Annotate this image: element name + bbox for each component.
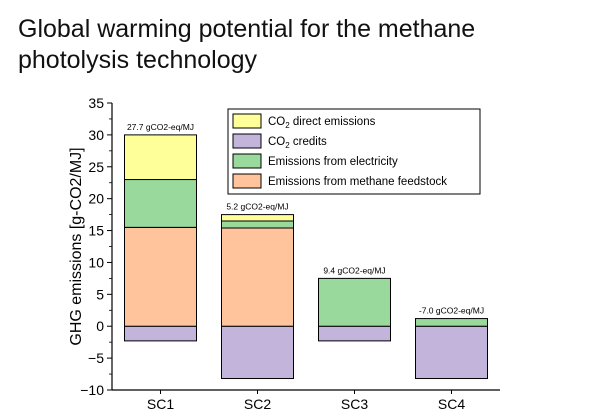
legend-label-1: CO2 credits [268,136,327,150]
legend-swatch-3 [232,173,262,189]
total-annotation-sc1: 27.7 gCO2-eq/MJ [127,122,194,132]
bar-segment-sc1-co2-credits [124,325,197,342]
legend-swatch-2 [232,153,262,169]
y-tick-label: 25 [88,159,104,175]
x-tick-label-sc3: SC3 [341,396,368,412]
bar-segment-sc4-co2-credits [415,325,488,380]
annotations-layer: 27.7 gCO2-eq/MJ 5.2 gCO2-eq/MJ 9.4 gCO2-eq… [127,122,484,316]
y-tick-label: −5 [88,350,104,366]
y-tick-label: 30 [88,127,104,143]
total-annotation-sc2: 5.2 gCO2-eq/MJ [226,202,288,212]
legend-label-2: Emissions from electricity [268,156,398,168]
y-tick-label: 5 [96,286,104,302]
y-tick-label: 15 [88,223,104,239]
bar-segment-sc2-emissions-from-methane-feedstock [221,227,294,327]
y-tick-label: 20 [88,191,104,207]
bar-segment-sc2-co2-direct-emissions [221,214,294,222]
axes-layer: −10 −5 0 5 10 15 20 25 30 35 SC1 SC2 SC3 SC4 GHG emiss… [68,95,500,412]
legend-swatch-0 [232,113,262,129]
y-axis-title: GHG emissions [g-CO2/MJ] [68,147,85,345]
slide-title: Global warming potential for the methane… [18,15,476,74]
legend-label-0: CO2 direct emissions [268,116,376,130]
bar-segment-sc3-emissions-from-electricity [318,277,391,327]
y-tick-label: 10 [88,254,104,270]
y-tick-label: 0 [96,318,104,334]
legend: CO2 direct emissions CO2 credits Emissions… [227,108,481,195]
total-annotation-sc4: -7.0 gCO2-eq/MJ [419,306,484,316]
bar-segment-sc1-emissions-from-electricity [124,179,197,228]
legend-label-3: Emissions from methane feedstock [268,176,447,188]
legend-box [227,108,481,195]
bar-segment-sc1-co2-direct-emissions [124,134,197,181]
bars-layer [124,134,488,380]
y-tick-label: 35 [88,95,104,111]
bar-segment-sc4-emissions-from-electricity [415,318,488,327]
legend-swatch-1 [232,133,262,149]
x-tick-label-sc1: SC1 [147,396,174,412]
bar-segment-sc2-co2-credits [221,325,294,380]
total-annotation-sc3: 9.4 gCO2-eq/MJ [323,265,385,275]
bar-segment-sc3-co2-credits [318,325,391,342]
y-tick-label: −10 [80,382,104,398]
x-tick-label-sc2: SC2 [244,396,271,412]
bar-segment-sc2-emissions-from-electricity [221,220,294,229]
bar-segment-sc1-emissions-from-methane-feedstock [124,226,197,327]
x-tick-label-sc4: SC4 [438,396,465,412]
